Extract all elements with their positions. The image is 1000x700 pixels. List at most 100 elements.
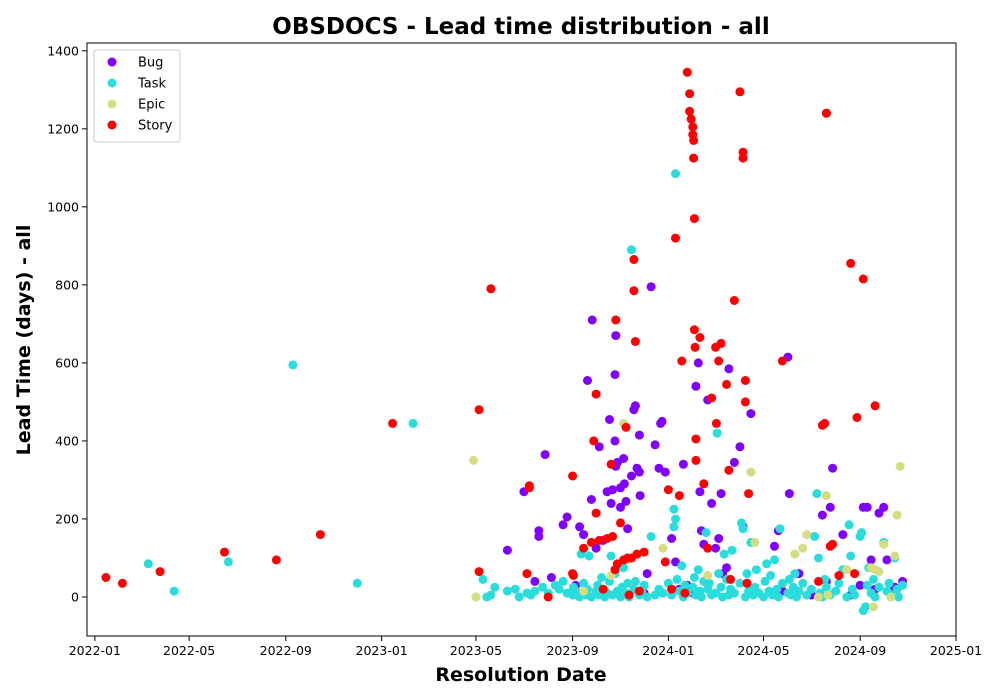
point-bug-60	[707, 498, 717, 508]
points-layer	[101, 67, 908, 616]
point-story-80	[744, 489, 754, 499]
point-bug-6	[546, 573, 556, 582]
point-story-12	[524, 483, 534, 493]
point-story-70	[722, 379, 732, 389]
point-bug-42	[646, 282, 656, 292]
point-bug-56	[695, 487, 705, 497]
point-epic-1	[471, 592, 481, 602]
point-story-72	[726, 574, 735, 584]
point-story-21	[591, 508, 601, 518]
point-story-64	[703, 543, 713, 553]
point-bug-48	[667, 534, 677, 543]
point-story-59	[690, 342, 700, 352]
point-story-86	[821, 108, 831, 118]
point-task-11	[502, 586, 512, 596]
point-task-147	[861, 602, 871, 612]
point-story-3	[220, 547, 229, 557]
point-task-3	[288, 360, 298, 370]
y-axis-title: Lead Time (days) - all	[13, 225, 35, 456]
point-epic-25	[895, 461, 905, 471]
point-story-8	[474, 405, 484, 415]
point-task-5	[408, 418, 418, 428]
point-task-31	[584, 551, 594, 561]
point-bug-92	[879, 502, 889, 512]
point-task-98	[738, 524, 748, 534]
point-story-94	[870, 401, 880, 411]
point-task-83	[704, 578, 714, 588]
point-task-140	[844, 520, 854, 530]
point-story-81	[777, 356, 787, 366]
point-story-5	[315, 530, 325, 540]
y-tick-label: 400	[55, 433, 79, 448]
point-story-61	[691, 455, 701, 465]
y-tick-label: 0	[71, 589, 79, 604]
point-story-76	[738, 153, 748, 163]
point-bug-5	[540, 450, 550, 460]
point-bug-19	[605, 415, 614, 424]
point-bug-41	[642, 569, 652, 579]
point-task-119	[784, 574, 794, 584]
point-story-41	[639, 547, 649, 557]
point-task-61	[658, 588, 668, 598]
point-task-68	[672, 574, 682, 584]
point-bug-31	[621, 496, 631, 506]
point-task-152	[870, 592, 880, 602]
point-task-64	[669, 504, 679, 514]
point-epic-16	[842, 565, 852, 575]
x-tick-label: 2024-09	[834, 643, 886, 658]
point-task-74	[688, 582, 698, 592]
point-story-57	[689, 214, 699, 224]
point-epic-18	[869, 602, 878, 612]
point-task-128	[810, 532, 820, 541]
point-task-161	[898, 580, 908, 590]
point-task-95	[729, 588, 739, 598]
point-story-14	[568, 471, 578, 481]
point-task-111	[766, 571, 776, 580]
point-story-16	[568, 571, 578, 580]
point-story-73	[729, 296, 739, 305]
legend-marker-bug	[107, 57, 117, 67]
point-story-90	[846, 258, 856, 268]
point-task-87	[714, 569, 724, 579]
point-task-109	[762, 559, 772, 569]
point-bug-61	[711, 543, 721, 553]
point-task-90	[719, 549, 729, 559]
point-bug-86	[855, 580, 865, 590]
point-task-41	[606, 551, 616, 561]
point-bug-51	[678, 459, 688, 469]
point-story-62	[695, 333, 705, 342]
point-bug-54	[691, 381, 701, 391]
point-story-47	[677, 356, 687, 366]
point-task-77	[693, 565, 703, 575]
point-story-48	[680, 588, 690, 598]
point-story-19	[589, 436, 599, 446]
point-task-10	[490, 582, 500, 592]
point-bug-66	[724, 364, 734, 374]
point-bug-11	[579, 530, 589, 540]
point-epic-22	[886, 592, 896, 602]
point-story-44	[667, 584, 677, 594]
point-bug-47	[660, 467, 670, 477]
point-task-4	[352, 578, 362, 588]
x-tick-label: 2023-05	[450, 643, 502, 658]
point-task-53	[630, 576, 640, 586]
point-bug-82	[825, 502, 835, 512]
x-tick-label: 2023-01	[356, 643, 408, 658]
point-bug-4	[534, 532, 544, 541]
point-bug-35	[630, 401, 640, 411]
point-bug-63	[716, 489, 726, 499]
point-bug-32	[623, 524, 633, 534]
point-bug-93	[882, 555, 892, 565]
point-bug-22	[610, 436, 620, 446]
point-story-37	[629, 286, 639, 296]
point-task-156	[884, 578, 894, 588]
point-epic-12	[802, 530, 812, 540]
point-task-0	[143, 559, 153, 569]
y-tick-label: 1200	[47, 121, 79, 136]
x-tick-label: 2025-01	[930, 643, 982, 658]
point-bug-84	[838, 530, 848, 540]
point-task-137	[834, 578, 844, 588]
point-story-25	[606, 459, 616, 469]
point-story-74	[735, 87, 745, 97]
